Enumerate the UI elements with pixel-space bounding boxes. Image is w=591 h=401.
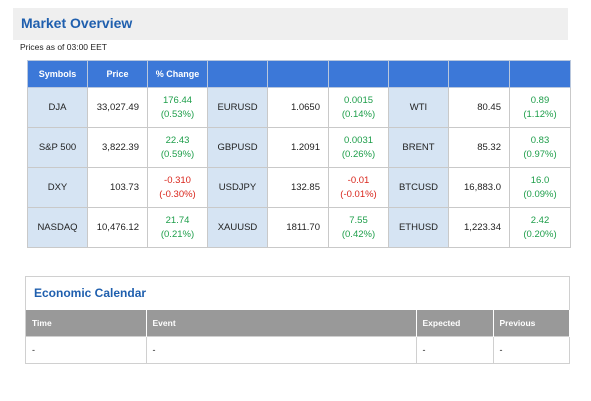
header-blank	[267, 60, 329, 88]
quote-price: 1.0650	[267, 87, 329, 128]
table-row: DJA 33,027.49 176.44 (0.53%) EURUSD 1.0650 0.0…	[27, 87, 571, 128]
economic-calendar-title: Economic Calendar	[34, 286, 147, 300]
quote-change: 0.0015 (0.14%)	[328, 87, 389, 128]
market-quotes-table: Symbols Price % Change DJA 33,027.49 176.4…	[27, 60, 571, 248]
quote-change-percent: (0.53%)	[160, 108, 195, 120]
quote-change-percent: (-0.30%)	[159, 188, 196, 200]
table-row: S&P 500 3,822.39 22.43 (0.59%) GBPUSD 1.2091 0…	[27, 127, 571, 168]
quote-change: 21.74 (0.21%)	[147, 207, 208, 248]
quote-change-value: 22.43	[165, 134, 190, 146]
calendar-previous: -	[493, 335, 570, 363]
quote-price: 1811.70	[267, 207, 329, 248]
quote-change-percent: (0.20%)	[523, 228, 557, 240]
quote-symbol: S&P 500	[27, 127, 88, 168]
quote-change-value: -0.01	[347, 174, 370, 186]
quote-change-percent: (0.14%)	[341, 108, 376, 120]
quote-symbol: XAUUSD	[207, 207, 268, 248]
quote-change: -0.01 (-0.01%)	[328, 167, 389, 208]
quote-price: 1.2091	[267, 127, 329, 168]
quote-price: 10,476.12	[87, 207, 148, 248]
quote-price: 33,027.49	[87, 87, 148, 128]
quote-change-value: -0.310	[164, 174, 191, 186]
quote-change-value: 2.42	[530, 214, 550, 226]
quote-change-percent: (0.42%)	[341, 228, 376, 240]
quote-change-percent: (-0.01%)	[340, 188, 377, 200]
quotes-header-row: Symbols Price % Change	[27, 60, 571, 88]
header-previous: Previous	[493, 310, 570, 336]
quote-price: 132.85	[267, 167, 329, 208]
quote-change: 0.89 (1.12%)	[509, 87, 571, 128]
economic-calendar-panel: Economic Calendar Time Event Expected Pr…	[25, 276, 570, 364]
quote-change-value: 21.74	[165, 214, 190, 226]
quote-symbol: BRENT	[388, 127, 449, 168]
quote-symbol: EURUSD	[207, 87, 268, 128]
quote-change: 22.43 (0.59%)	[147, 127, 208, 168]
quote-change: 176.44 (0.53%)	[147, 87, 208, 128]
quote-change: 0.83 (0.97%)	[509, 127, 571, 168]
quote-change: 16.0 (0.09%)	[509, 167, 571, 208]
quote-change-percent: (1.12%)	[523, 108, 557, 120]
header-time: Time	[26, 310, 147, 336]
quote-price: 80.45	[448, 87, 510, 128]
calendar-event: -	[146, 335, 417, 363]
quote-symbol: ETHUSD	[388, 207, 449, 248]
quote-change: 0.0031 (0.26%)	[328, 127, 389, 168]
quote-symbol: NASDAQ	[27, 207, 88, 248]
quote-price: 103.73	[87, 167, 148, 208]
quote-change-value: 176.44	[162, 94, 193, 106]
quote-symbol: BTCUSD	[388, 167, 449, 208]
economic-calendar-table: Time Event Expected Previous - - - -	[26, 310, 570, 363]
quote-change-value: 16.0	[530, 174, 550, 186]
header-change: % Change	[147, 60, 208, 88]
market-overview-header: Market Overview	[13, 8, 568, 40]
quote-change-value: 7.55	[349, 214, 368, 226]
quote-change-value: 0.89	[530, 94, 550, 106]
quote-change: 2.42 (0.20%)	[509, 207, 571, 248]
header-blank	[448, 60, 510, 88]
header-blank	[207, 60, 268, 88]
quote-change: 7.55 (0.42%)	[328, 207, 389, 248]
economic-calendar-header: Economic Calendar	[26, 277, 569, 310]
header-event: Event	[146, 310, 417, 336]
header-symbols: Symbols	[27, 60, 88, 88]
quote-price: 85.32	[448, 127, 510, 168]
quote-change-percent: (0.97%)	[523, 148, 557, 160]
quote-price: 3,822.39	[87, 127, 148, 168]
quote-price: 1,223.34	[448, 207, 510, 248]
quote-change-value: 0.0015	[343, 94, 374, 106]
quote-change-percent: (0.09%)	[523, 188, 557, 200]
header-blank	[509, 60, 571, 88]
market-overview-title: Market Overview	[21, 15, 133, 31]
quote-change-value: 0.0031	[343, 134, 374, 146]
calendar-time: -	[26, 335, 147, 363]
header-expected: Expected	[416, 310, 494, 336]
quote-symbol: WTI	[388, 87, 449, 128]
quote-change: -0.310 (-0.30%)	[147, 167, 208, 208]
prices-as-of-note: Prices as of 03:00 EET	[20, 42, 107, 52]
quote-change-value: 0.83	[530, 134, 550, 146]
header-blank	[388, 60, 449, 88]
header-price: Price	[87, 60, 148, 88]
table-row: NASDAQ 10,476.12 21.74 (0.21%) XAUUSD 1811.70…	[27, 207, 571, 248]
calendar-expected: -	[416, 335, 494, 363]
quote-symbol: DJA	[27, 87, 88, 128]
table-row: DXY 103.73 -0.310 (-0.30%) USDJPY 132.85 -0.01…	[27, 167, 571, 208]
quote-symbol: DXY	[27, 167, 88, 208]
header-blank	[328, 60, 389, 88]
quote-symbol: USDJPY	[207, 167, 268, 208]
quote-symbol: GBPUSD	[207, 127, 268, 168]
calendar-header-row: Time Event Expected Previous	[26, 310, 570, 336]
calendar-row: - - - -	[26, 335, 570, 363]
quote-price: 16,883.0	[448, 167, 510, 208]
quote-change-percent: (0.21%)	[160, 228, 195, 240]
quote-change-percent: (0.59%)	[160, 148, 195, 160]
quote-change-percent: (0.26%)	[341, 148, 376, 160]
